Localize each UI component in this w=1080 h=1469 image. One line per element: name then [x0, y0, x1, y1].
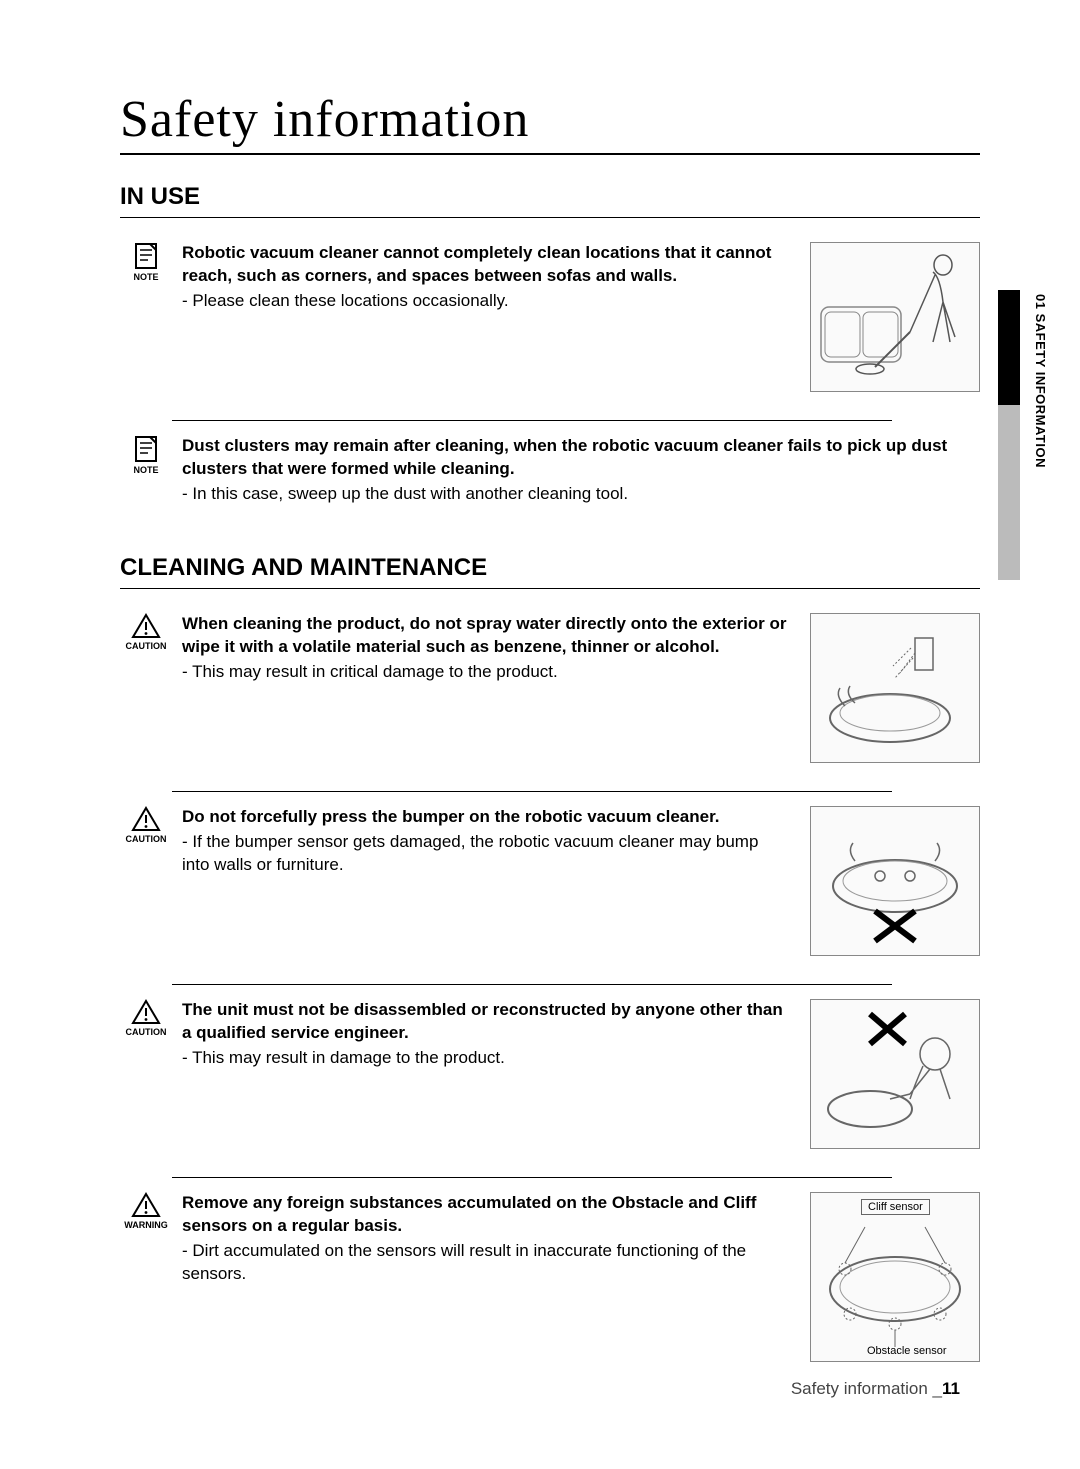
footer-text: Safety information _ [791, 1379, 942, 1398]
warning-icon: WARNING [120, 1192, 172, 1230]
icon-label: CAUTION [126, 641, 167, 651]
note-icon: NOTE [120, 242, 172, 282]
item-desc-text: - This may result in critical damage to … [182, 661, 788, 684]
item-bold-text: Remove any foreign substances accumulate… [182, 1192, 788, 1238]
side-tab-track [998, 405, 1020, 580]
page-footer: Safety information _11 [791, 1379, 960, 1399]
page-number: 11 [942, 1379, 960, 1398]
item-bold-text: Dust clusters may remain after cleaning,… [182, 435, 968, 481]
item-text: Robotic vacuum cleaner cannot completely… [182, 242, 800, 313]
warning-item: WARNING Remove any foreign substances ac… [120, 1182, 980, 1378]
item-text: Do not forcefully press the bumper on th… [182, 806, 800, 877]
item-bold-text: Robotic vacuum cleaner cannot completely… [182, 242, 788, 288]
item-desc-text: - Dirt accumulated on the sensors will r… [182, 1240, 788, 1286]
illustration-robot-press [810, 806, 980, 956]
item-desc-text: - This may result in damage to the produ… [182, 1047, 788, 1070]
caution-icon: CAUTION [120, 806, 172, 844]
icon-label: NOTE [133, 465, 158, 475]
item-desc-text: - Please clean these locations occasiona… [182, 290, 788, 313]
side-tab-label: 01 SAFETY INFORMATION [1033, 294, 1048, 468]
divider [172, 1177, 892, 1178]
caution-icon: CAUTION [120, 613, 172, 651]
illustration-robot-spray [810, 613, 980, 763]
side-tab-marker [998, 290, 1020, 405]
note-item: NOTE Robotic vacuum cleaner cannot compl… [120, 232, 980, 408]
side-tab: 01 SAFETY INFORMATION [998, 290, 1020, 580]
item-bold-text: The unit must not be disassembled or rec… [182, 999, 788, 1045]
divider [172, 791, 892, 792]
item-text: Remove any foreign substances accumulate… [182, 1192, 800, 1286]
item-desc-text: - If the bumper sensor gets damaged, the… [182, 831, 788, 877]
illustration-sensors: Cliff sensor Obstacle sensor [810, 1192, 980, 1362]
icon-label: CAUTION [126, 834, 167, 844]
illustration-disassemble [810, 999, 980, 1149]
item-text: The unit must not be disassembled or rec… [182, 999, 800, 1070]
divider [172, 984, 892, 985]
section-heading-cleaning: CLEANING AND MAINTENANCE [120, 554, 980, 589]
item-text: Dust clusters may remain after cleaning,… [182, 435, 980, 506]
page: Safety information IN USE NOTE Robotic v… [0, 0, 1080, 1469]
page-title: Safety information [120, 90, 980, 155]
caution-item: CAUTION Do not forcefully press the bump… [120, 796, 980, 972]
item-bold-text: When cleaning the product, do not spray … [182, 613, 788, 659]
divider [172, 420, 892, 421]
illustration-person-vacuuming [810, 242, 980, 392]
sensor-label-top: Cliff sensor [861, 1199, 930, 1215]
caution-item: CAUTION When cleaning the product, do no… [120, 603, 980, 779]
item-text: When cleaning the product, do not spray … [182, 613, 800, 684]
item-bold-text: Do not forcefully press the bumper on th… [182, 806, 788, 829]
caution-item: CAUTION The unit must not be disassemble… [120, 989, 980, 1165]
note-icon: NOTE [120, 435, 172, 475]
icon-label: WARNING [124, 1220, 168, 1230]
icon-label: CAUTION [126, 1027, 167, 1037]
caution-icon: CAUTION [120, 999, 172, 1037]
section-heading-in-use: IN USE [120, 183, 980, 218]
item-desc-text: - In this case, sweep up the dust with a… [182, 483, 968, 506]
note-item: NOTE Dust clusters may remain after clea… [120, 425, 980, 522]
sensor-label-bottom: Obstacle sensor [867, 1345, 946, 1357]
icon-label: NOTE [133, 272, 158, 282]
